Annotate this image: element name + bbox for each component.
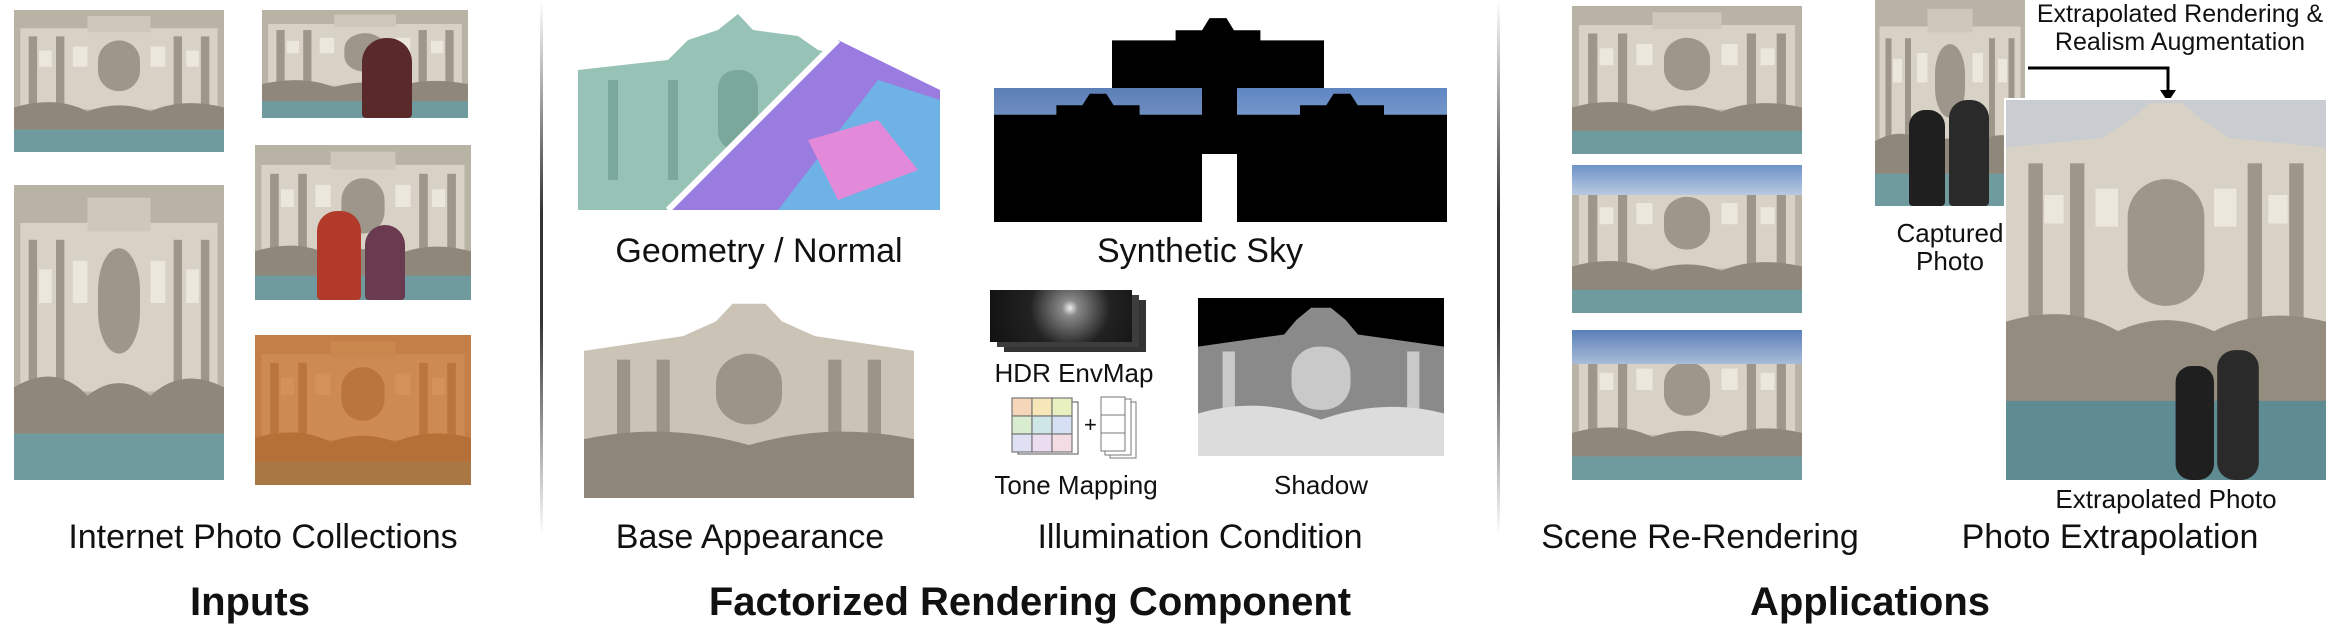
divider-1 [540, 0, 543, 535]
rerender-label: Scene Re-Rendering [1541, 518, 1859, 556]
plus-sign: + [1084, 412, 1097, 437]
person-figure [1909, 110, 1945, 206]
inputs-title: Inputs [190, 580, 310, 624]
applications-title: Applications [1749, 580, 1991, 624]
extrapolated-label: Extrapolated Photo [2055, 484, 2277, 514]
person-figure [317, 211, 361, 300]
rerender-image-3 [1572, 330, 1802, 480]
input-photo-4 [255, 145, 471, 300]
shadow-image [1198, 298, 1444, 456]
tone-mapping-label: Tone Mapping [994, 470, 1158, 500]
extrapolated-photo [2006, 100, 2326, 480]
base-appearance-image [584, 292, 914, 498]
captured-label-line2: Photo [1916, 246, 1984, 276]
factorized-title: Factorized Rendering Component [708, 580, 1352, 624]
rerender-image-2 [1572, 165, 1802, 313]
geometry-label: Geometry / Normal [615, 232, 903, 270]
sky-label: Synthetic Sky [1097, 232, 1303, 270]
hdr-envmap-label: HDR EnvMap [994, 358, 1154, 388]
illumination-label: Illumination Condition [1037, 518, 1363, 556]
person-figure [362, 38, 412, 118]
captured-label-line1: Captured [1896, 218, 2004, 248]
rerender-image-1 [1572, 6, 1802, 154]
tone-mapping-grid-icon [1010, 396, 1082, 458]
geometry-normal-image [578, 10, 940, 210]
extrapolation-label: Photo Extrapolation [1961, 518, 2259, 556]
hdr-envmap-stack [990, 290, 1150, 354]
input-photo-5 [255, 335, 471, 485]
tone-mapping-stack-icon [1100, 396, 1140, 460]
input-photo-2 [262, 10, 468, 118]
divider-2 [1497, 0, 1500, 535]
arrow-label-line2: Realism Augmentation [2054, 28, 2306, 56]
extrapolation-arrow [2028, 66, 2176, 102]
shadow-label: Shadow [1274, 470, 1368, 500]
input-photo-1 [14, 10, 224, 152]
sky-image-2 [994, 88, 1202, 222]
captured-photo [1875, 0, 2025, 206]
input-photo-3 [14, 185, 224, 480]
arrow-label-line1: Extrapolated Rendering & [2036, 0, 2324, 28]
base-appearance-label: Base Appearance [615, 518, 885, 556]
person-figure [1949, 100, 1989, 206]
person-figure [365, 225, 405, 300]
sky-image-3 [1237, 88, 1447, 222]
inputs-caption: Internet Photo Collections [68, 518, 458, 556]
